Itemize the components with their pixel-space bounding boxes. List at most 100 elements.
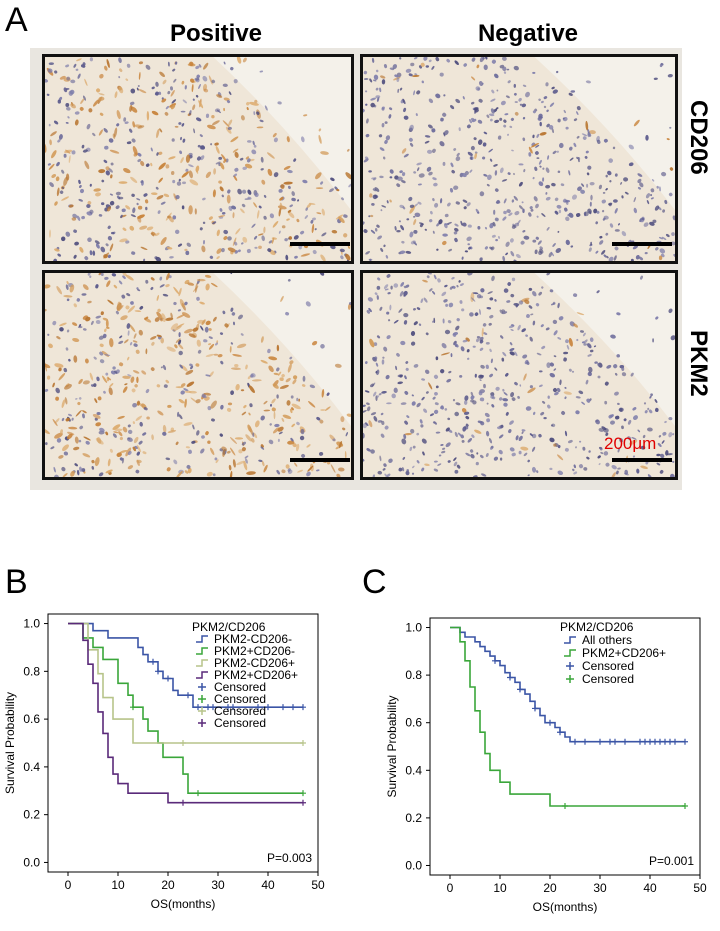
censor-mark xyxy=(572,738,578,745)
legend-label: Censored xyxy=(214,704,266,718)
legend-swatch xyxy=(566,675,574,683)
y-tick-label: 0.2 xyxy=(23,808,40,822)
censor-mark xyxy=(230,704,236,711)
legend-swatch xyxy=(196,647,208,655)
column-heading-negative: Negative xyxy=(477,20,579,47)
legend-swatch xyxy=(196,671,208,679)
scale-bar xyxy=(612,458,672,462)
y-tick-label: 0.0 xyxy=(23,855,40,869)
p-value-annotation: P=0.001 xyxy=(649,854,694,868)
legend-title: PKM2/CD206 xyxy=(560,620,634,634)
legend-label: Censored xyxy=(214,680,266,694)
x-axis-label: OS(months) xyxy=(533,900,598,914)
legend-label: PKM2+CD206+ xyxy=(214,668,298,682)
legend-swatch xyxy=(198,683,206,691)
survival-curve xyxy=(68,622,303,804)
y-tick-label: 0.2 xyxy=(405,811,422,825)
survival-curve xyxy=(450,626,685,807)
row-heading-cd206: CD206 xyxy=(685,100,712,175)
legend-label: All others xyxy=(582,633,632,647)
legend-swatch xyxy=(566,662,574,670)
column-heading-positive: Positive xyxy=(169,20,263,47)
km-chart-c-svg: 0 10 20 30 40 50 0.0 0.2 0.4 0.6 0.8 1.0 OS(months) S… xyxy=(385,617,707,914)
legend-label: PKM2+CD206- xyxy=(214,644,295,658)
censor-mark xyxy=(155,668,161,675)
micrograph-cd206-positive xyxy=(42,54,354,264)
panel-letter-c: C xyxy=(362,563,387,601)
censor-mark xyxy=(300,799,306,806)
legend-label: Censored xyxy=(582,659,634,673)
p-value-annotation: P=0.003 xyxy=(267,851,312,865)
x-tick-label: 30 xyxy=(211,878,225,892)
censor-mark xyxy=(210,704,216,711)
censor-mark xyxy=(672,738,678,745)
y-tick-label: 0.4 xyxy=(405,763,422,777)
legend-swatch xyxy=(198,719,206,727)
y-axis-label: Survival Probability xyxy=(3,692,17,794)
scale-bar xyxy=(290,458,350,462)
scale-bar-label: 200μm xyxy=(604,434,657,453)
censor-mark xyxy=(532,705,538,712)
censor-mark xyxy=(492,657,498,664)
micrograph-pkm2-negative-image xyxy=(363,273,675,477)
censor-mark xyxy=(290,704,296,711)
legend-label: Censored xyxy=(582,672,634,686)
legend-label: Censored xyxy=(214,692,266,706)
scale-bar xyxy=(612,242,672,246)
censor-mark xyxy=(280,704,286,711)
legend-title: PKM2/CD206 xyxy=(192,620,266,634)
row-heading-pkm2: PKM2 xyxy=(685,330,712,397)
x-tick-label: 0 xyxy=(65,878,72,892)
x-tick-label: 10 xyxy=(111,878,125,892)
x-tick-label: 20 xyxy=(161,878,175,892)
censor-mark xyxy=(507,674,513,681)
legend-swatch xyxy=(198,695,206,703)
x-axis-label: OS(months) xyxy=(151,897,216,911)
censor-mark xyxy=(682,802,688,809)
micrograph-pkm2-positive xyxy=(42,270,354,480)
censor-mark xyxy=(195,704,201,711)
micrograph-pkm2-positive-image xyxy=(45,273,351,477)
legend-label: PKM2-CD206- xyxy=(214,632,292,646)
y-tick-label: 1.0 xyxy=(23,617,40,631)
censor-mark xyxy=(300,704,306,711)
legend-swatch xyxy=(196,635,208,643)
legend-label: Censored xyxy=(214,716,266,730)
x-tick-label: 50 xyxy=(311,878,325,892)
y-tick-label: 0.6 xyxy=(405,716,422,730)
y-tick-label: 0.6 xyxy=(23,712,40,726)
y-axis-label: Survival Probability xyxy=(385,695,399,797)
censor-mark xyxy=(150,658,156,665)
y-tick-label: 0.8 xyxy=(405,668,422,682)
censor-mark xyxy=(165,675,171,682)
censor-mark xyxy=(180,799,186,806)
x-tick-label: 40 xyxy=(643,881,657,895)
legend-label: PKM2-CD206+ xyxy=(214,656,295,670)
x-tick-label: 0 xyxy=(447,881,454,895)
censor-mark xyxy=(682,738,688,745)
censor-mark xyxy=(130,704,136,711)
censor-mark xyxy=(265,704,271,711)
micrograph-cd206-positive-image xyxy=(45,57,351,261)
y-tick-label: 0.4 xyxy=(23,760,40,774)
km-chart-b-svg: 0 10 20 30 40 50 0.0 0.2 0.4 0.6 0.8 1.0 OS(months) S… xyxy=(3,613,325,911)
censor-mark xyxy=(517,686,523,693)
legend-swatch xyxy=(564,649,576,657)
censor-mark xyxy=(180,740,186,746)
survival-curve xyxy=(450,626,685,743)
censor-mark xyxy=(195,790,201,797)
y-tick-label: 0.8 xyxy=(23,664,40,678)
censor-mark xyxy=(547,719,553,726)
censor-mark xyxy=(622,738,628,745)
censor-mark xyxy=(255,704,261,711)
micrograph-cd206-negative-image xyxy=(363,57,675,261)
x-tick-label: 40 xyxy=(261,878,275,892)
x-tick-label: 10 xyxy=(493,881,507,895)
censor-mark xyxy=(582,738,588,745)
censor-mark xyxy=(562,802,568,809)
micrograph-cd206-negative xyxy=(360,54,678,264)
panel-letter-b: B xyxy=(5,563,28,601)
censor-mark xyxy=(612,738,618,745)
legend-label: PKM2+CD206+ xyxy=(582,646,666,660)
plot-frame xyxy=(429,617,701,876)
